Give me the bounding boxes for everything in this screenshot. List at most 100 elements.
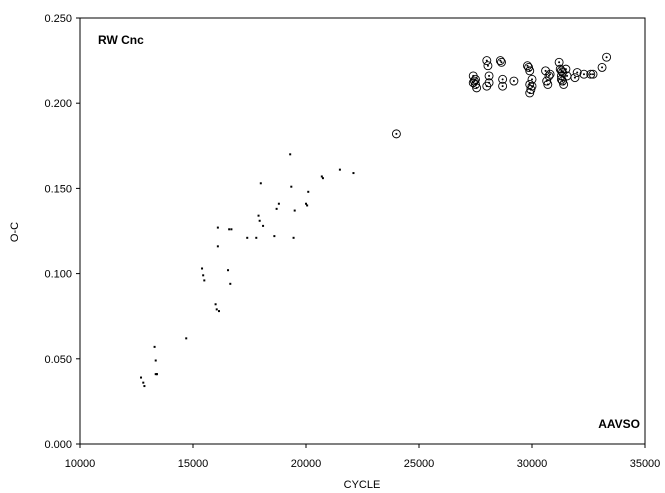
data-point-circle [484, 78, 494, 88]
data-point-circle [483, 61, 493, 71]
data-point-circle-center [562, 83, 565, 86]
data-point-circle-center [531, 78, 533, 81]
data-point-circle-center [592, 73, 595, 76]
data-point-circle [391, 129, 401, 139]
data-point-circle [471, 74, 480, 84]
data-point-circle-center [589, 73, 592, 76]
data-point-circle [554, 57, 564, 67]
data-point-circle-center [500, 61, 503, 64]
data-point-circle-center [576, 71, 579, 74]
data-point-circle [558, 76, 567, 86]
data-point-dot [217, 310, 220, 313]
data-point-circle [482, 56, 492, 66]
data-point-circle [525, 66, 535, 76]
data-point-circle-center [564, 68, 567, 71]
data-point-dot [155, 373, 158, 376]
x-tick-label: 35000 [630, 458, 661, 470]
y-tick-label: 0.150 [44, 183, 72, 195]
data-point-dot [352, 172, 355, 175]
data-point-circle-center [601, 66, 604, 69]
data-point-circle-center [474, 78, 477, 81]
data-point-circle-center [546, 83, 549, 86]
data-point-circle [527, 81, 537, 91]
data-point-circle-center [512, 80, 515, 83]
data-point-dot [289, 153, 292, 156]
data-point-circle [544, 71, 554, 81]
data-point-circle [570, 73, 580, 83]
data-point-dot [290, 185, 293, 188]
data-point-dot [306, 204, 309, 207]
data-point-circle [543, 80, 553, 89]
data-points [140, 52, 612, 388]
x-tick-label: 30000 [517, 458, 548, 470]
data-point-circle [509, 76, 519, 86]
data-point-dot [293, 209, 296, 212]
data-point-dot [307, 190, 310, 193]
data-point-dot [262, 224, 265, 227]
data-point-circle-center [549, 73, 552, 76]
data-point-circle-center [558, 61, 561, 64]
data-point-circle [525, 88, 535, 98]
data-point-circle [541, 66, 551, 76]
data-point-circle-center [488, 74, 491, 77]
data-point-dot [228, 228, 231, 231]
data-point-circle-center [499, 59, 502, 62]
data-point-circle-center [605, 56, 608, 59]
data-point-dot [275, 207, 278, 210]
data-point-dot [277, 202, 280, 205]
data-point-circle [469, 76, 479, 86]
data-point-circle-center [488, 81, 491, 84]
x-tick-label: 10000 [65, 458, 96, 470]
x-tick-label: 20000 [291, 458, 322, 470]
y-axis-title: O-C [9, 222, 21, 242]
data-point-circle [498, 81, 508, 91]
data-point-dot [201, 267, 204, 270]
data-point-circle-center [486, 64, 489, 67]
data-point-circle [586, 69, 596, 79]
data-point-circle [523, 61, 532, 71]
data-point-dot [246, 236, 249, 239]
data-point-dot [202, 274, 205, 277]
data-point-dot [257, 214, 260, 217]
data-point-circle-center [560, 78, 563, 81]
data-point-dot [185, 337, 188, 340]
data-point-dot [255, 236, 258, 239]
data-point-circle-center [531, 85, 533, 88]
y-axis: 0.000 0.050 0.100 0.150 0.200 0.250 [44, 13, 80, 451]
data-point-dot [230, 228, 233, 231]
data-point-circle-center [528, 83, 531, 86]
data-point-circle-center [475, 86, 478, 89]
data-point-circle [527, 74, 537, 84]
data-point-circle [556, 66, 566, 76]
data-point-dot [273, 235, 276, 238]
y-tick-label: 0.050 [44, 354, 72, 366]
data-point-dot [321, 177, 324, 180]
data-point-dot [320, 175, 323, 178]
data-point-circle-center [501, 78, 504, 81]
data-point-dot [338, 168, 341, 171]
data-point-circle [588, 69, 598, 79]
data-point-dot [140, 376, 143, 379]
data-point-circle [559, 80, 569, 89]
data-point-circle [579, 69, 589, 79]
data-point-dot [214, 303, 217, 306]
data-point-dot [216, 245, 219, 248]
y-tick-label: 0.100 [44, 269, 72, 281]
data-point-circle-center [566, 74, 569, 77]
data-point-circle-center [485, 59, 488, 62]
x-tick-label: 15000 [178, 458, 209, 470]
x-axis-title: CYCLE [344, 479, 381, 491]
data-point-dot [154, 359, 157, 362]
x-tick-label: 25000 [404, 458, 435, 470]
data-point-circle [524, 62, 534, 72]
data-point-dot [154, 373, 157, 376]
plot-area [79, 17, 646, 445]
data-point-circle [526, 85, 536, 95]
data-point-circle-center [528, 69, 531, 72]
data-point-circle [597, 62, 607, 72]
data-point-dot [215, 308, 218, 311]
data-point-circle [472, 83, 482, 93]
data-point-dot [227, 269, 230, 272]
data-point-dot [142, 381, 145, 384]
